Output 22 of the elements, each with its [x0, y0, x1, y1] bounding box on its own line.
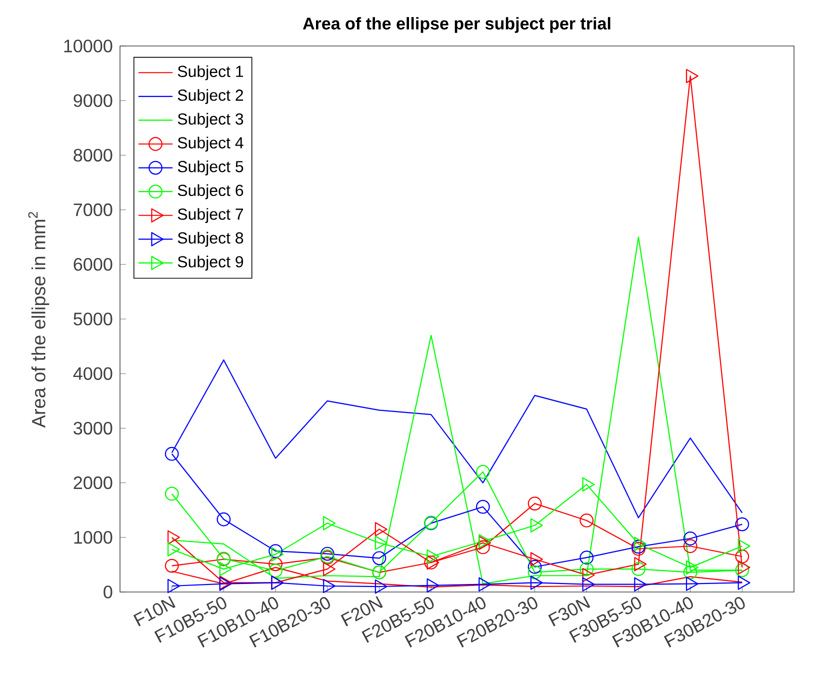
y-tick-label: 9000: [74, 94, 112, 107]
y-tick-label: 10000: [64, 40, 112, 52]
y-tick-label: 2000: [74, 476, 112, 490]
legend-label: Subject 8: [178, 232, 244, 247]
y-tick-label: 4000: [73, 367, 112, 380]
chart-title: Area of the ellipse per subject per trial: [302, 17, 610, 33]
y-tick-label: 0: [104, 586, 112, 598]
y-tick-label: 7000: [74, 203, 112, 216]
legend-label: Subject 6: [178, 184, 244, 200]
y-tick-label: 8000: [74, 148, 112, 162]
y-tick-label: 1000: [74, 531, 112, 544]
y-tick-label: 6000: [74, 258, 112, 271]
y-axis-title: Area of the ellipse in mm$^{2}$: [28, 212, 50, 428]
y-tick-label: 3000: [74, 422, 112, 435]
legend-label: Subject 2: [178, 89, 244, 104]
legend-label: Subject 1: [178, 65, 244, 80]
legend-label: Subject 5: [178, 160, 244, 176]
legend-label: Subject 4: [178, 136, 244, 152]
legend-label: Subject 3: [178, 112, 244, 128]
legend-label: Subject 9: [178, 256, 244, 271]
y-tick-label: 5000: [74, 312, 112, 326]
legend-label: Subject 7: [178, 208, 244, 224]
